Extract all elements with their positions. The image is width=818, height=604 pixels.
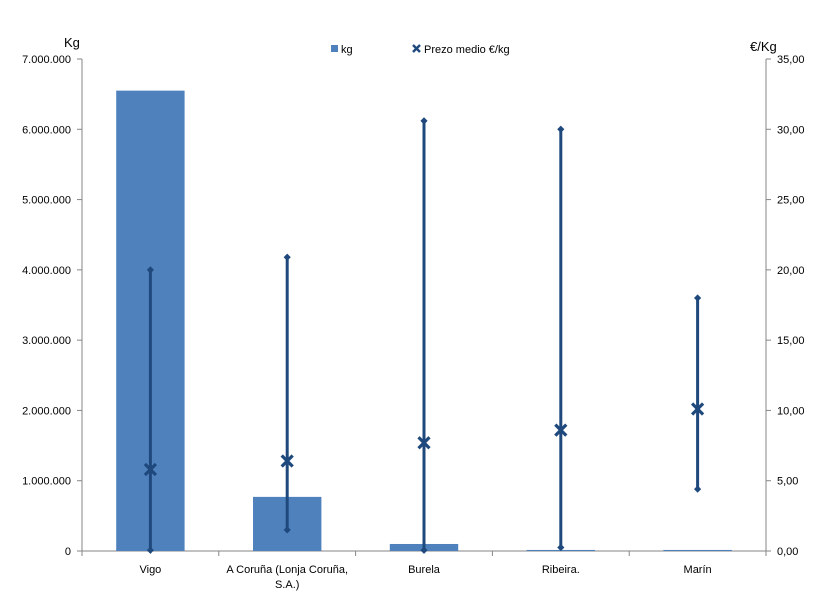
y-right-tick-label: 0,00 [777, 546, 798, 558]
x-tick-label: Burela [408, 564, 441, 576]
price-low-marker [283, 526, 291, 534]
y-right-tick-label: 35,00 [777, 54, 805, 66]
bar [663, 549, 732, 551]
price-high-marker [283, 253, 291, 261]
price-avg-marker [554, 423, 568, 437]
price-low-marker [694, 485, 702, 493]
legend-label-price: Prezo medio €/kg [424, 44, 510, 56]
price-high-marker [146, 266, 154, 274]
y-right-tick-label: 5,00 [777, 476, 798, 488]
x-tick-labels: Vigo A Coruña (Lonja Coruña, S.A.) Burela Ri… [139, 564, 711, 591]
legend-label-kg: kg [341, 44, 353, 56]
price-low-marker [146, 546, 154, 554]
y-left-tick-label: 0 [65, 546, 71, 558]
y-right-tick-label: 20,00 [777, 265, 805, 277]
y-right-tick-label: 25,00 [777, 195, 805, 207]
x-tick-label: S.A.) [275, 579, 299, 591]
x-tick-label: Marín [684, 564, 712, 576]
x-tick-label: A Coruña (Lonja Coruña, [226, 564, 348, 576]
price-high-marker [420, 117, 428, 125]
x-tick-label: Vigo [139, 564, 161, 576]
legend: kg Prezo medio €/kg [331, 44, 510, 56]
price-high-marker [557, 125, 565, 133]
y-left-tick-label: 3.000.000 [22, 335, 71, 347]
y-left-tick-label: 7.000.000 [22, 54, 71, 66]
y-right-tick-label: 30,00 [777, 124, 805, 136]
price-avg-marker [417, 436, 431, 450]
x-tick-label: Ribeira. [542, 564, 580, 576]
price-avg-marker [280, 454, 294, 468]
axes: 0 1.000.000 2.000.000 3.000.000 4.000.000 5.0… [22, 54, 804, 558]
price-avg-marker [690, 402, 705, 416]
y-left-tick-label: 2.000.000 [22, 405, 71, 417]
price-avg-marker [143, 462, 158, 477]
y-left-tick-label: 6.000.000 [22, 124, 71, 136]
y-left-tick-label: 4.000.000 [22, 265, 71, 277]
price-high-marker [694, 294, 702, 302]
price-low-marker [420, 546, 428, 554]
y-left-tick-label: 1.000.000 [22, 476, 71, 488]
legend-marker-kg [331, 45, 338, 52]
y-right-tick-label: 15,00 [777, 335, 805, 347]
y-axis-left-title: Kg [64, 35, 80, 50]
y-right-tick-label: 10,00 [777, 405, 805, 417]
price-low-marker [557, 543, 565, 552]
y-left-tick-label: 5.000.000 [22, 195, 71, 207]
price-ranges [143, 117, 705, 554]
legend-marker-price [412, 44, 421, 53]
y-axis-right-title: €/Kg [750, 39, 777, 54]
